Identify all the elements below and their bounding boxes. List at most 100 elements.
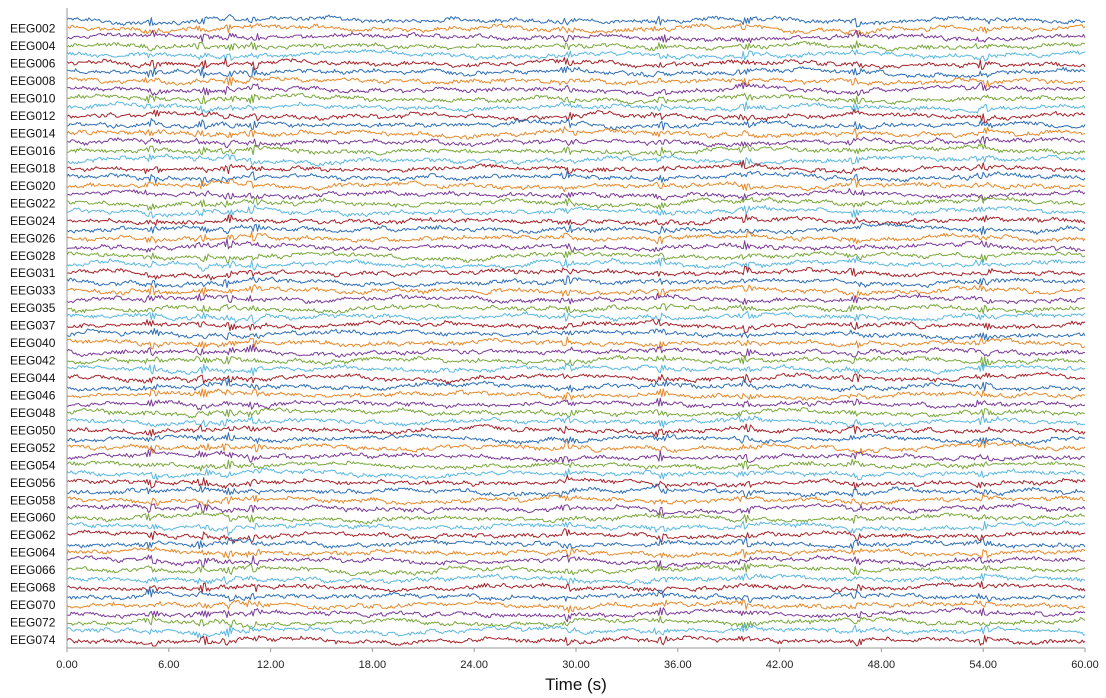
- eeg-trace: [66, 423, 1086, 437]
- channel-label: EEG006: [10, 57, 56, 71]
- eeg-trace: [66, 310, 1086, 325]
- channel-label: EEG026: [10, 231, 56, 245]
- eeg-trace: [66, 250, 1086, 264]
- channel-label: EEG062: [10, 528, 56, 542]
- channel-label: EEG044: [10, 371, 56, 385]
- eeg-trace: [66, 188, 1086, 201]
- eeg-trace: [66, 554, 1086, 570]
- eeg-trace: [66, 362, 1086, 376]
- eeg-trace: [66, 573, 1086, 586]
- channel-label: EEG022: [10, 196, 56, 210]
- eeg-trace: [66, 230, 1086, 245]
- eeg-trace: [67, 483, 1086, 499]
- eeg-trace: [66, 510, 1086, 525]
- eeg-trace: [66, 474, 1086, 491]
- eeg-trace: [66, 153, 1086, 168]
- eeg-trace: [66, 40, 1086, 52]
- channel-label: EEG064: [10, 546, 56, 560]
- eeg-trace: [66, 318, 1086, 334]
- eeg-trace: [66, 520, 1086, 536]
- eeg-trace: [66, 343, 1086, 358]
- x-tick-label: 54.00: [969, 659, 997, 671]
- x-tick-label: 18.00: [359, 659, 387, 671]
- x-axis-title: Time (s): [545, 675, 607, 694]
- channel-label: EEG035: [10, 301, 56, 315]
- channel-label: EEG072: [10, 616, 56, 630]
- eeg-trace: [66, 623, 1086, 639]
- eeg-trace: [66, 634, 1086, 647]
- eeg-trace: [66, 76, 1085, 88]
- eeg-trace: [66, 537, 1086, 550]
- eeg-trace: [67, 143, 1086, 157]
- eeg-trace: [66, 135, 1086, 149]
- x-tick-label: 12.00: [257, 659, 285, 671]
- eeg-trace: [66, 388, 1086, 401]
- eeg-trace: [66, 126, 1086, 140]
- eeg-trace: [66, 615, 1086, 630]
- eeg-trace: [66, 57, 1086, 71]
- eeg-trace: [66, 502, 1086, 517]
- eeg-trace: [66, 23, 1086, 36]
- channel-labels: EEG002 EEG004 EEG006 EEG008 EEG010 EEG012 EEG0…: [10, 22, 56, 647]
- x-ticks: 0.00 6.00 12.00 18.00 24.00 30.00 36.00 42.00 48…: [56, 648, 1099, 671]
- channel-label: EEG048: [10, 406, 56, 420]
- eeg-trace: [66, 159, 1086, 175]
- x-tick-label: 0.00: [56, 659, 77, 671]
- eeg-trace: [66, 336, 1086, 350]
- eeg-trace: [66, 580, 1086, 595]
- eeg-trace: [66, 293, 1086, 305]
- eeg-trace: [66, 213, 1086, 227]
- channel-label: EEG040: [10, 336, 56, 350]
- eeg-trace: [66, 14, 1086, 28]
- channel-label: EEG068: [10, 581, 56, 595]
- x-tick-label: 30.00: [562, 659, 590, 671]
- channel-label: EEG031: [10, 266, 56, 280]
- channel-label: EEG028: [10, 249, 56, 263]
- channel-label: EEG016: [10, 144, 56, 158]
- eeg-trace: [66, 448, 1086, 464]
- eeg-trace: [67, 82, 1086, 97]
- x-tick-label: 6.00: [158, 659, 179, 671]
- traces-group: [66, 14, 1086, 647]
- x-tick-label: 24.00: [460, 659, 488, 671]
- channel-label: EEG058: [10, 493, 56, 507]
- eeg-trace: [66, 397, 1086, 411]
- eeg-trace: [66, 48, 1086, 62]
- eeg-trace: [66, 432, 1086, 446]
- channel-label: EEG074: [10, 633, 56, 647]
- eeg-trace: [66, 528, 1086, 544]
- eeg-trace: [67, 607, 1086, 623]
- x-tick-label: 42.00: [766, 659, 794, 671]
- eeg-trace: [66, 407, 1086, 419]
- eeg-trace: [66, 371, 1086, 385]
- channel-label: EEG033: [10, 284, 56, 298]
- x-tick-label: 48.00: [868, 659, 896, 671]
- channel-label: EEG018: [10, 162, 56, 176]
- eeg-trace: [66, 378, 1086, 393]
- channel-label: EEG004: [10, 39, 56, 53]
- eeg-trace: [66, 92, 1086, 105]
- channel-label: EEG054: [10, 458, 56, 472]
- eeg-trace: [66, 178, 1086, 193]
- eeg-trace: [66, 275, 1086, 289]
- eeg-trace: [66, 222, 1086, 236]
- x-tick-label: 36.00: [664, 659, 692, 671]
- eeg-trace: [66, 467, 1086, 481]
- eeg-trace: [66, 599, 1086, 613]
- channel-label: EEG012: [10, 109, 56, 123]
- channel-label: EEG046: [10, 389, 56, 403]
- channel-label: EEG024: [10, 214, 56, 228]
- eeg-trace: [66, 238, 1086, 253]
- eeg-trace: [66, 169, 1086, 186]
- eeg-trace: [66, 65, 1086, 79]
- channel-label: EEG002: [10, 22, 56, 36]
- eeg-trace: [66, 493, 1086, 507]
- eeg-trace: [66, 195, 1086, 211]
- eeg-trace: [67, 118, 1086, 131]
- channel-label: EEG052: [10, 441, 56, 455]
- channel-label: EEG014: [10, 127, 56, 141]
- eeg-trace: [66, 29, 1086, 44]
- eeg-trace: [66, 563, 1086, 577]
- x-tick-label: 60.00: [1071, 659, 1099, 671]
